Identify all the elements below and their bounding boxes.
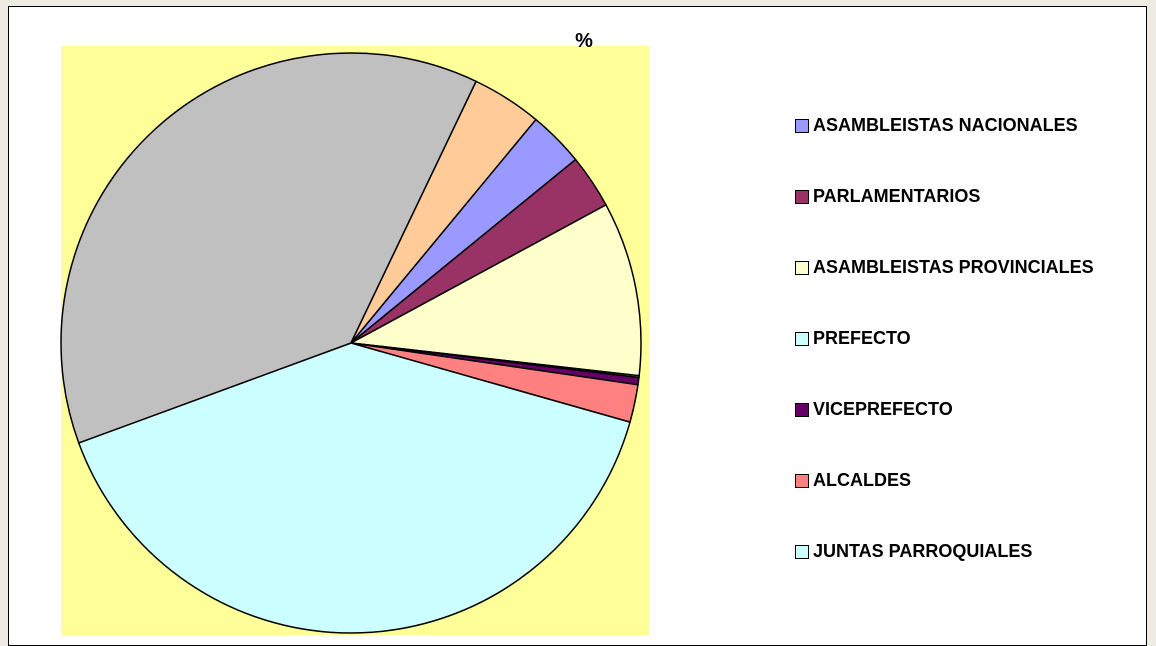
legend-entry: PARLAMENTARIOS	[795, 182, 1115, 211]
chart-title: %	[575, 30, 593, 52]
legend-swatch	[795, 474, 809, 488]
chart-area: % ASAMBLEISTAS NACIONALES PARLAMENTARIOS A…	[8, 6, 1147, 646]
legend-swatch	[795, 119, 809, 133]
legend-swatch	[795, 332, 809, 346]
legend-entry: JUNTAS PARROQUIALES	[795, 537, 1115, 566]
legend-label: ASAMBLEISTAS PROVINCIALES	[813, 257, 1094, 277]
legend-label: VICEPREFECTO	[813, 399, 953, 419]
legend-swatch	[795, 190, 809, 204]
legend-entry: VICEPREFECTO	[795, 395, 1115, 424]
legend-entry: PREFECTO	[795, 324, 1115, 353]
legend-label: ASAMBLEISTAS NACIONALES	[813, 115, 1078, 135]
pie-slice	[60, 52, 478, 444]
legend-entry: ALCALDES	[795, 466, 1115, 495]
chart: %	[60, 30, 649, 635]
legend-label: JUNTAS PARROQUIALES	[813, 541, 1033, 561]
legend-swatch	[795, 545, 809, 559]
legend-swatch	[795, 403, 809, 417]
legend-label: PARLAMENTARIOS	[813, 186, 981, 206]
legend-swatch	[795, 261, 809, 275]
pie-slice	[350, 80, 537, 344]
page: % ASAMBLEISTAS NACIONALES PARLAMENTARIOS A…	[8, 6, 1147, 646]
pie-slice	[348, 203, 642, 377]
legend-label: PREFECTO	[813, 328, 911, 348]
legend-entry: ASAMBLEISTAS PROVINCIALES	[795, 253, 1115, 282]
legend-label: ALCALDES	[813, 470, 911, 490]
legend-entry: ASAMBLEISTAS NACIONALES	[795, 111, 1115, 140]
